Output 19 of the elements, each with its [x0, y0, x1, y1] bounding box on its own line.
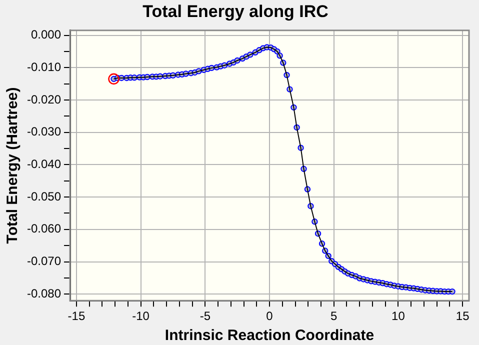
chart-title: Total Energy along IRC: [142, 2, 328, 21]
x-tick-label: -15: [68, 309, 86, 324]
y-tick-label: -0.070: [26, 254, 62, 268]
x-tick-label: -5: [200, 309, 211, 324]
x-tick-label: 10: [392, 309, 406, 324]
x-tick-label: 5: [330, 309, 338, 324]
x-tick-label: 0: [266, 309, 274, 324]
y-tick-label: -0.030: [26, 124, 62, 139]
y-tick-label: -0.020: [26, 92, 62, 106]
y-tick-label: -0.060: [26, 222, 62, 236]
x-axis-title: Intrinsic Reaction Coordinate: [164, 327, 374, 344]
x-tick-label: 15: [456, 309, 470, 324]
x-tick-label: -10: [132, 309, 150, 324]
y-axis-title: Total Energy (Hartree): [4, 87, 22, 244]
y-tick-label: -0.080: [26, 286, 62, 300]
y-tick-label: -0.040: [26, 157, 62, 172]
y-tick-label: 0.000: [30, 28, 62, 42]
y-tick-label: -0.010: [26, 60, 62, 74]
y-tick-label: -0.050: [26, 189, 62, 204]
